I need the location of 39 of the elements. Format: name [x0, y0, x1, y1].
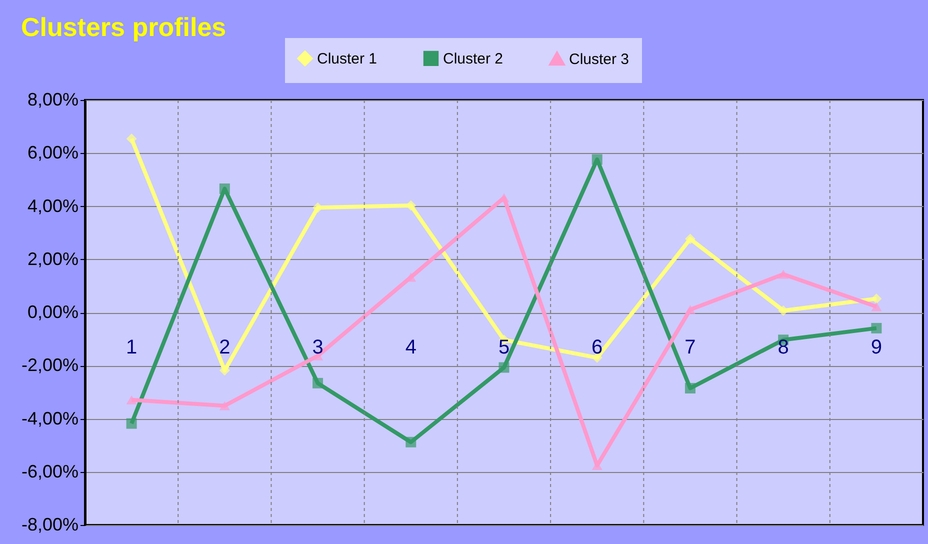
point	[871, 302, 882, 312]
x-tick-label: 7	[684, 336, 696, 358]
point	[312, 378, 324, 388]
x-tick-label: 4	[405, 336, 416, 358]
y-tick-label: 6,00%	[27, 142, 78, 163]
legend-label: Cluster 3	[569, 50, 630, 68]
point	[684, 382, 696, 394]
point	[219, 365, 230, 376]
y-tick-label: 4,00%	[27, 196, 78, 216]
point	[778, 270, 789, 279]
x-tick-label: 9	[870, 336, 882, 358]
point	[684, 234, 696, 244]
point	[219, 183, 230, 194]
y-tick-label: -2,00%	[21, 355, 78, 376]
point	[592, 154, 602, 165]
y-tick-label: -4,00%	[21, 408, 78, 428]
x-tick-label: 6	[592, 336, 603, 358]
chart-title: Clusters profiles	[20, 12, 226, 42]
point	[871, 322, 882, 334]
x-tick-label: 8	[778, 336, 789, 358]
x-tick-label: 3	[312, 336, 324, 358]
y-tick-label: -8,00%	[21, 514, 78, 534]
x-tick-label: 2	[219, 336, 230, 358]
y-tick-label: 2,00%	[27, 248, 78, 269]
y-tick-label: -6,00%	[21, 461, 78, 482]
x-tick-label: 1	[126, 336, 138, 358]
point	[126, 395, 137, 404]
point	[498, 362, 510, 373]
legend-label: Cluster 1	[317, 50, 378, 68]
point	[871, 293, 882, 304]
y-tick-label: 0,00%	[27, 302, 78, 322]
point	[684, 305, 696, 314]
point	[126, 134, 137, 144]
point	[219, 401, 230, 410]
legend-label: Cluster 2	[443, 50, 504, 68]
point	[126, 418, 137, 429]
point	[406, 436, 416, 448]
y-tick-label: 8,00%	[27, 90, 78, 110]
x-tick-label: 5	[498, 336, 510, 358]
